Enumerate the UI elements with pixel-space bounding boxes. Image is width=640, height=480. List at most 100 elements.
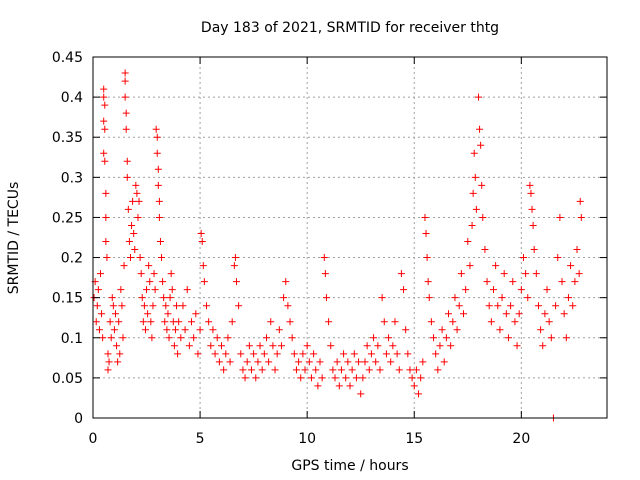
data-point [299,350,307,358]
data-point [135,197,143,205]
data-point [492,262,500,270]
data-point [440,358,448,366]
data-point [235,302,243,310]
data-point [106,318,114,326]
data-point [133,189,141,197]
data-point [547,334,555,342]
data-point [190,334,198,342]
data-point [237,350,245,358]
data-point [230,262,238,270]
data-point [346,382,354,390]
data-point [400,286,408,294]
data-point [509,278,517,286]
data-point [423,254,431,262]
data-point [141,326,149,334]
data-point [385,334,393,342]
x-tick-label: 15 [405,431,423,447]
data-point [179,302,187,310]
data-point [329,366,337,374]
y-tick-label: 0.3 [61,170,83,186]
data-point [222,350,230,358]
data-point [297,374,305,382]
data-point [132,181,140,189]
data-point [148,334,156,342]
data-point [524,294,532,302]
data-point [301,366,309,374]
data-point [93,302,101,310]
data-point [335,382,343,390]
data-point [196,326,204,334]
data-point [397,270,405,278]
data-point [419,358,427,366]
data-point [425,294,433,302]
data-point [140,302,148,310]
data-point [483,278,491,286]
data-point [387,358,395,366]
data-point [352,374,360,382]
x-tick-labels: 0 5 10 15 20 [89,431,531,447]
data-point [367,350,375,358]
data-point [479,213,487,221]
data-point [519,254,527,262]
data-point [166,294,174,302]
data-point [260,350,268,358]
data-point [389,342,397,350]
data-point [314,382,322,390]
data-point [569,302,577,310]
data-point [275,326,283,334]
data-point [149,302,157,310]
data-point [111,310,119,318]
data-point [469,189,477,197]
data-point [537,326,545,334]
data-point [121,77,129,85]
data-point [363,342,371,350]
data-point [295,358,303,366]
data-point [554,254,562,262]
data-point [571,278,579,286]
data-point [154,181,162,189]
data-point [539,342,547,350]
data-point [552,302,560,310]
data-point [113,342,121,350]
data-point [92,318,100,326]
data-point [406,366,414,374]
data-point [128,221,136,229]
data-point [424,278,432,286]
data-point [183,286,191,294]
data-point [303,342,311,350]
data-point [575,270,583,278]
data-point [231,254,239,262]
data-point [527,189,535,197]
data-point [258,366,266,374]
data-point [209,326,217,334]
data-point [153,149,161,157]
data-point [152,125,160,133]
data-point [122,109,130,117]
data-point [322,294,330,302]
data-point [331,374,339,382]
data-point [517,286,525,294]
data-point [447,342,455,350]
data-point [136,254,144,262]
data-point [247,366,255,374]
data-point [445,310,453,318]
chart-title: Day 183 of 2021, SRMTID for receiver tht… [201,20,499,36]
data-point [470,149,478,157]
plot-frame [92,56,608,419]
data-point [545,318,553,326]
data-point [156,238,164,246]
x-tick-label: 0 [89,431,98,447]
data-point [100,85,108,93]
data-point [562,334,570,342]
data-points [90,69,585,422]
x-axis-label: GPS time / hours [291,458,408,474]
y-tick-label: 0.4 [61,90,83,106]
data-point [372,358,380,366]
y-tick-label: 0.2 [61,251,83,267]
data-point [129,197,137,205]
data-point [197,229,205,237]
data-point [116,350,124,358]
data-point [232,278,240,286]
data-point [101,101,109,109]
data-point [408,374,416,382]
